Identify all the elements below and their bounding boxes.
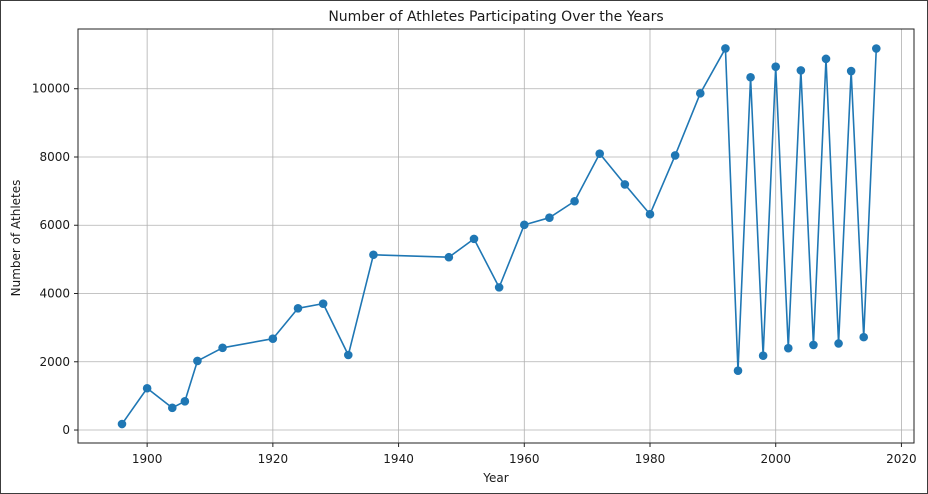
- data-points: [117, 44, 881, 429]
- data-point: [444, 252, 454, 262]
- data-point: [871, 44, 881, 53]
- chart-title: Number of Athletes Participating Over th…: [328, 9, 663, 25]
- data-point: [180, 397, 190, 406]
- y-tick-label: 10000: [32, 82, 70, 96]
- x-tick-label: 2020: [886, 452, 917, 466]
- y-tick-label: 2000: [39, 355, 70, 369]
- series-line-layer: [121, 47, 878, 425]
- data-point: [293, 303, 303, 313]
- data-point: [859, 332, 869, 342]
- data-point: [758, 351, 768, 360]
- y-tick-label: 6000: [39, 218, 70, 232]
- data-point: [670, 151, 680, 160]
- x-tick-label: 1900: [132, 452, 163, 466]
- data-point: [469, 234, 479, 244]
- data-point: [494, 283, 504, 292]
- data-point: [218, 343, 227, 353]
- y-tick-label: 4000: [39, 287, 70, 301]
- grid-lines: [78, 29, 914, 443]
- data-point: [545, 213, 554, 222]
- data-point: [595, 149, 605, 158]
- plot-area-border: [77, 28, 915, 444]
- y-axis-label: Number of Athletes: [9, 180, 23, 297]
- axis-ticks: 1900 1920 1940 1960 1980 2000 2020 0 2000 4000 600…: [32, 82, 917, 466]
- y-tick-label: 8000: [39, 150, 70, 164]
- data-point: [570, 196, 579, 206]
- series-line: [121, 47, 878, 425]
- data-point: [369, 250, 378, 260]
- data-point: [695, 89, 705, 98]
- data-point: [193, 356, 202, 366]
- data-point: [519, 220, 529, 230]
- x-tick-label: 1960: [509, 452, 540, 466]
- x-tick-label: 2000: [760, 452, 791, 466]
- data-point: [771, 62, 781, 71]
- data-point: [846, 66, 856, 76]
- data-point: [268, 334, 278, 344]
- data-point: [645, 209, 655, 219]
- data-point: [809, 340, 818, 350]
- data-point: [620, 180, 630, 189]
- data-point: [796, 66, 806, 75]
- data-point: [783, 343, 793, 353]
- data-point: [318, 299, 328, 308]
- data-point: [343, 350, 353, 360]
- data-point: [746, 72, 755, 82]
- data-point: [117, 419, 127, 429]
- data-point: [167, 403, 177, 413]
- data-point: [733, 366, 743, 376]
- x-tick-label: 1980: [635, 452, 666, 466]
- x-tick-label: 1920: [258, 452, 289, 466]
- data-point: [834, 339, 843, 348]
- x-axis-label: Year: [482, 471, 508, 485]
- x-tick-label: 1940: [383, 452, 414, 466]
- y-tick-label: 0: [62, 423, 70, 437]
- data-point: [821, 54, 831, 64]
- data-point: [142, 383, 152, 393]
- data-point: [721, 44, 730, 53]
